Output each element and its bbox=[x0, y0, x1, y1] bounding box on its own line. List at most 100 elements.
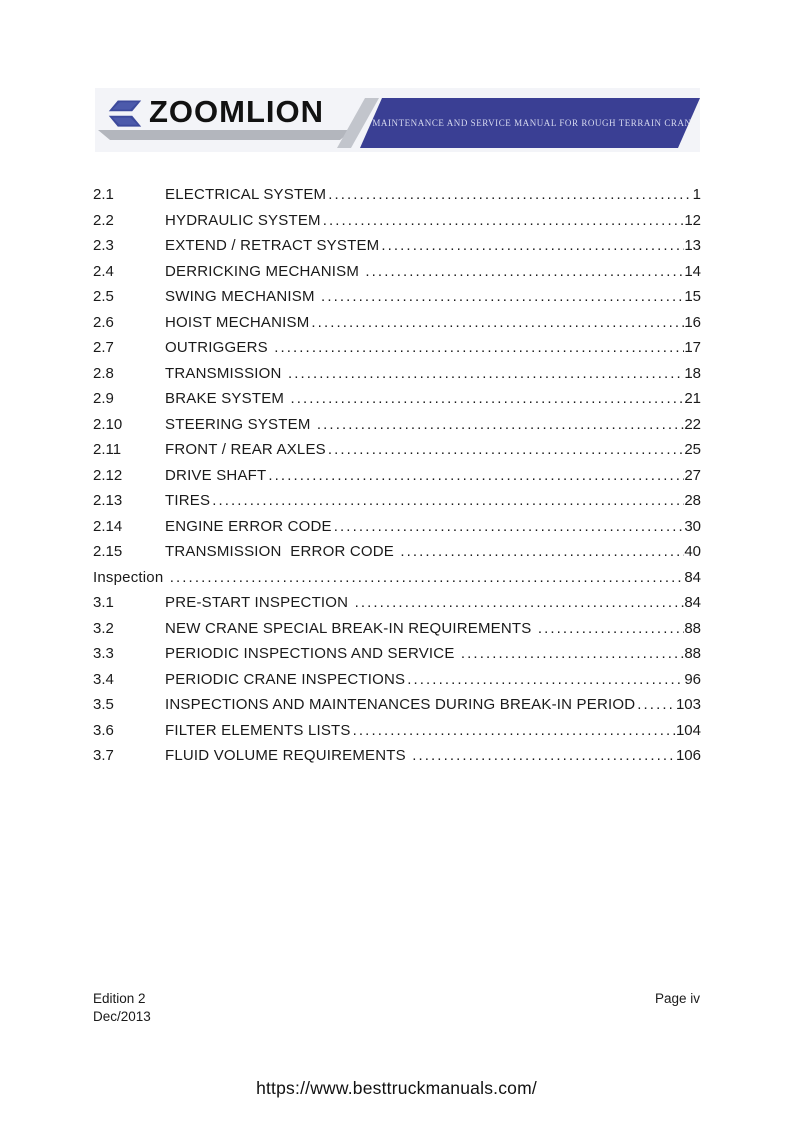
toc-entry: 2.9 BRAKE SYSTEM .......................… bbox=[93, 386, 701, 412]
toc-entry: 2.11 FRONT / REAR AXLES ................… bbox=[93, 437, 701, 463]
toc-entry-number: 2.15 bbox=[93, 543, 123, 560]
toc-entry-title: BRAKE SYSTEM bbox=[165, 390, 289, 407]
toc-entry-title: PERIODIC CRANE INSPECTIONS bbox=[165, 670, 406, 688]
toc-entry-number: 2.10 bbox=[93, 415, 123, 433]
toc-entry-number: 3.3 bbox=[93, 645, 114, 662]
dot-leader: ........................................… bbox=[268, 466, 685, 484]
toc-entry: 2.14 ENGINE ERROR CODE .................… bbox=[93, 514, 701, 540]
toc-entry-title: INSPECTIONS AND MAINTENANCES DURING BREA… bbox=[165, 696, 636, 713]
toc-entry-number: 2.2 bbox=[93, 211, 114, 229]
toc-entry-title: DERRICKING MECHANISM bbox=[165, 262, 364, 280]
dot-leader: ........................................… bbox=[212, 492, 684, 509]
table-of-contents: 2.1 ELECTRICAL SYSTEM ..................… bbox=[93, 182, 701, 769]
toc-entry-title: FRONT / REAR AXLES bbox=[165, 441, 326, 458]
toc-entry-title: ENGINE ERROR CODE bbox=[165, 517, 332, 535]
toc-entry: 2.12 DRIVE SHAFT .......................… bbox=[93, 463, 701, 489]
toc-entry-page: 25 bbox=[684, 441, 701, 458]
toc-entry-page: 15 bbox=[684, 288, 701, 305]
toc-entry: Inspection .............................… bbox=[93, 565, 701, 591]
brand-name: ZOOMLION bbox=[149, 94, 325, 129]
toc-entry: 2.3 EXTEND / RETRACT SYSTEM ............… bbox=[93, 233, 701, 259]
toc-entry-number: 3.2 bbox=[93, 619, 114, 637]
toc-entry: 2.6 HOIST MECHANISM ....................… bbox=[93, 310, 701, 336]
toc-entry-title: HYDRAULIC SYSTEM bbox=[165, 211, 321, 229]
dot-leader: ........................................… bbox=[381, 237, 684, 254]
toc-entry-number: 3.5 bbox=[93, 696, 114, 713]
dot-leader: ........................................… bbox=[637, 696, 676, 713]
toc-entry-title: STEERING SYSTEM bbox=[165, 415, 315, 433]
toc-entry: 3.7 FLUID VOLUME REQUIREMENTS ..........… bbox=[93, 743, 701, 769]
toc-entry-page: 103 bbox=[675, 696, 701, 713]
toc-entry-page: 27 bbox=[684, 466, 701, 484]
toc-entry: 3.5 INSPECTIONS AND MAINTENANCES DURING … bbox=[93, 692, 701, 718]
zoomlion-logo-icon bbox=[108, 100, 142, 127]
dot-leader: ........................................… bbox=[274, 339, 684, 356]
toc-entry-number: 2.12 bbox=[93, 466, 123, 484]
toc-entry-title: FLUID VOLUME REQUIREMENTS bbox=[165, 747, 411, 764]
toc-entry-page: 22 bbox=[684, 415, 701, 433]
toc-entry-page: 30 bbox=[684, 517, 701, 535]
toc-entry: 2.8 TRANSMISSION .......................… bbox=[93, 361, 701, 387]
toc-entry-page: 16 bbox=[684, 313, 701, 331]
page-number-label: Page iv bbox=[654, 991, 700, 1006]
toc-entry-title: SWING MECHANISM bbox=[165, 288, 320, 305]
toc-entry-page: 104 bbox=[675, 721, 701, 739]
toc-entry-number: 3.7 bbox=[93, 747, 114, 764]
toc-entry-number: 3.1 bbox=[93, 594, 114, 611]
toc-entry-title: Inspection bbox=[93, 568, 168, 586]
toc-entry-page: 12 bbox=[684, 211, 701, 229]
banner-title: MAINTENANCE AND SERVICE MANUAL FOR ROUGH… bbox=[372, 118, 698, 128]
dot-leader: ........................................… bbox=[322, 211, 685, 229]
dot-leader: ........................................… bbox=[407, 670, 685, 688]
dot-leader: ........................................… bbox=[333, 517, 685, 535]
toc-entry-title: OUTRIGGERS bbox=[165, 339, 273, 356]
header-gray-bar bbox=[98, 130, 352, 140]
dot-leader: ........................................… bbox=[290, 390, 685, 407]
dot-leader: ........................................… bbox=[287, 364, 684, 382]
dot-leader: ........................................… bbox=[460, 645, 684, 662]
toc-entry-page: 88 bbox=[684, 645, 701, 662]
toc-entry-number: 2.8 bbox=[93, 364, 114, 382]
toc-entry-title: DRIVE SHAFT bbox=[165, 466, 267, 484]
edition-label: Edition 2 bbox=[93, 991, 146, 1006]
toc-entry: 2.13 TIRES .............................… bbox=[93, 488, 701, 514]
toc-entry-number: 2.11 bbox=[93, 441, 122, 458]
toc-entry: 2.7 OUTRIGGERS .........................… bbox=[93, 335, 701, 361]
toc-entry: 2.1 ELECTRICAL SYSTEM ..................… bbox=[93, 182, 701, 208]
toc-entry-page: 18 bbox=[684, 364, 701, 382]
website-link[interactable]: https://www.besttruckmanuals.com/ bbox=[256, 1078, 537, 1098]
dot-leader: ........................................… bbox=[327, 441, 685, 458]
toc-entry-title: TRANSMISSION ERROR CODE bbox=[165, 543, 399, 560]
toc-entry-number: 2.9 bbox=[93, 390, 114, 407]
dot-leader: ........................................… bbox=[328, 186, 693, 203]
toc-entry-number: 2.7 bbox=[93, 339, 114, 356]
toc-entry: 2.5 SWING MECHANISM ....................… bbox=[93, 284, 701, 310]
toc-entry: 3.6 FILTER ELEMENTS LISTS ..............… bbox=[93, 718, 701, 744]
toc-entry: 2.4 DERRICKING MECHANISM ...............… bbox=[93, 259, 701, 285]
toc-entry: 3.1 PRE-START INSPECTION ...............… bbox=[93, 590, 701, 616]
toc-entry-page: 96 bbox=[684, 670, 701, 688]
dot-leader: ........................................… bbox=[311, 313, 685, 331]
toc-entry-title: FILTER ELEMENTS LISTS bbox=[165, 721, 351, 739]
toc-entry-number: 2.4 bbox=[93, 262, 114, 280]
toc-entry-number: 3.6 bbox=[93, 721, 114, 739]
dot-leader: ........................................… bbox=[365, 262, 684, 280]
toc-entry-title: ELECTRICAL SYSTEM bbox=[165, 186, 327, 203]
toc-entry: 2.15 TRANSMISSION ERROR CODE ...........… bbox=[93, 539, 701, 565]
toc-entry-page: 40 bbox=[684, 543, 701, 560]
toc-entry: 3.2 NEW CRANE SPECIAL BREAK-IN REQUIREME… bbox=[93, 616, 701, 642]
toc-entry-page: 28 bbox=[684, 492, 701, 509]
toc-entry-page: 106 bbox=[675, 747, 701, 764]
toc-entry-number: 2.1 bbox=[93, 186, 114, 203]
toc-entry-title: PERIODIC INSPECTIONS AND SERVICE bbox=[165, 645, 459, 662]
toc-entry: 3.3 PERIODIC INSPECTIONS AND SERVICE ...… bbox=[93, 641, 701, 667]
toc-entry-page: 1 bbox=[692, 186, 701, 203]
toc-entry-page: 14 bbox=[684, 262, 701, 280]
toc-entry-page: 21 bbox=[684, 390, 701, 407]
dot-leader: ........................................… bbox=[321, 288, 685, 305]
toc-entry-page: 84 bbox=[684, 568, 701, 586]
toc-entry: 2.2 HYDRAULIC SYSTEM ...................… bbox=[93, 208, 701, 234]
dot-leader: ........................................… bbox=[537, 619, 684, 637]
toc-entry-number: 2.13 bbox=[93, 492, 123, 509]
toc-entry-title: NEW CRANE SPECIAL BREAK-IN REQUIREMENTS bbox=[165, 619, 536, 637]
